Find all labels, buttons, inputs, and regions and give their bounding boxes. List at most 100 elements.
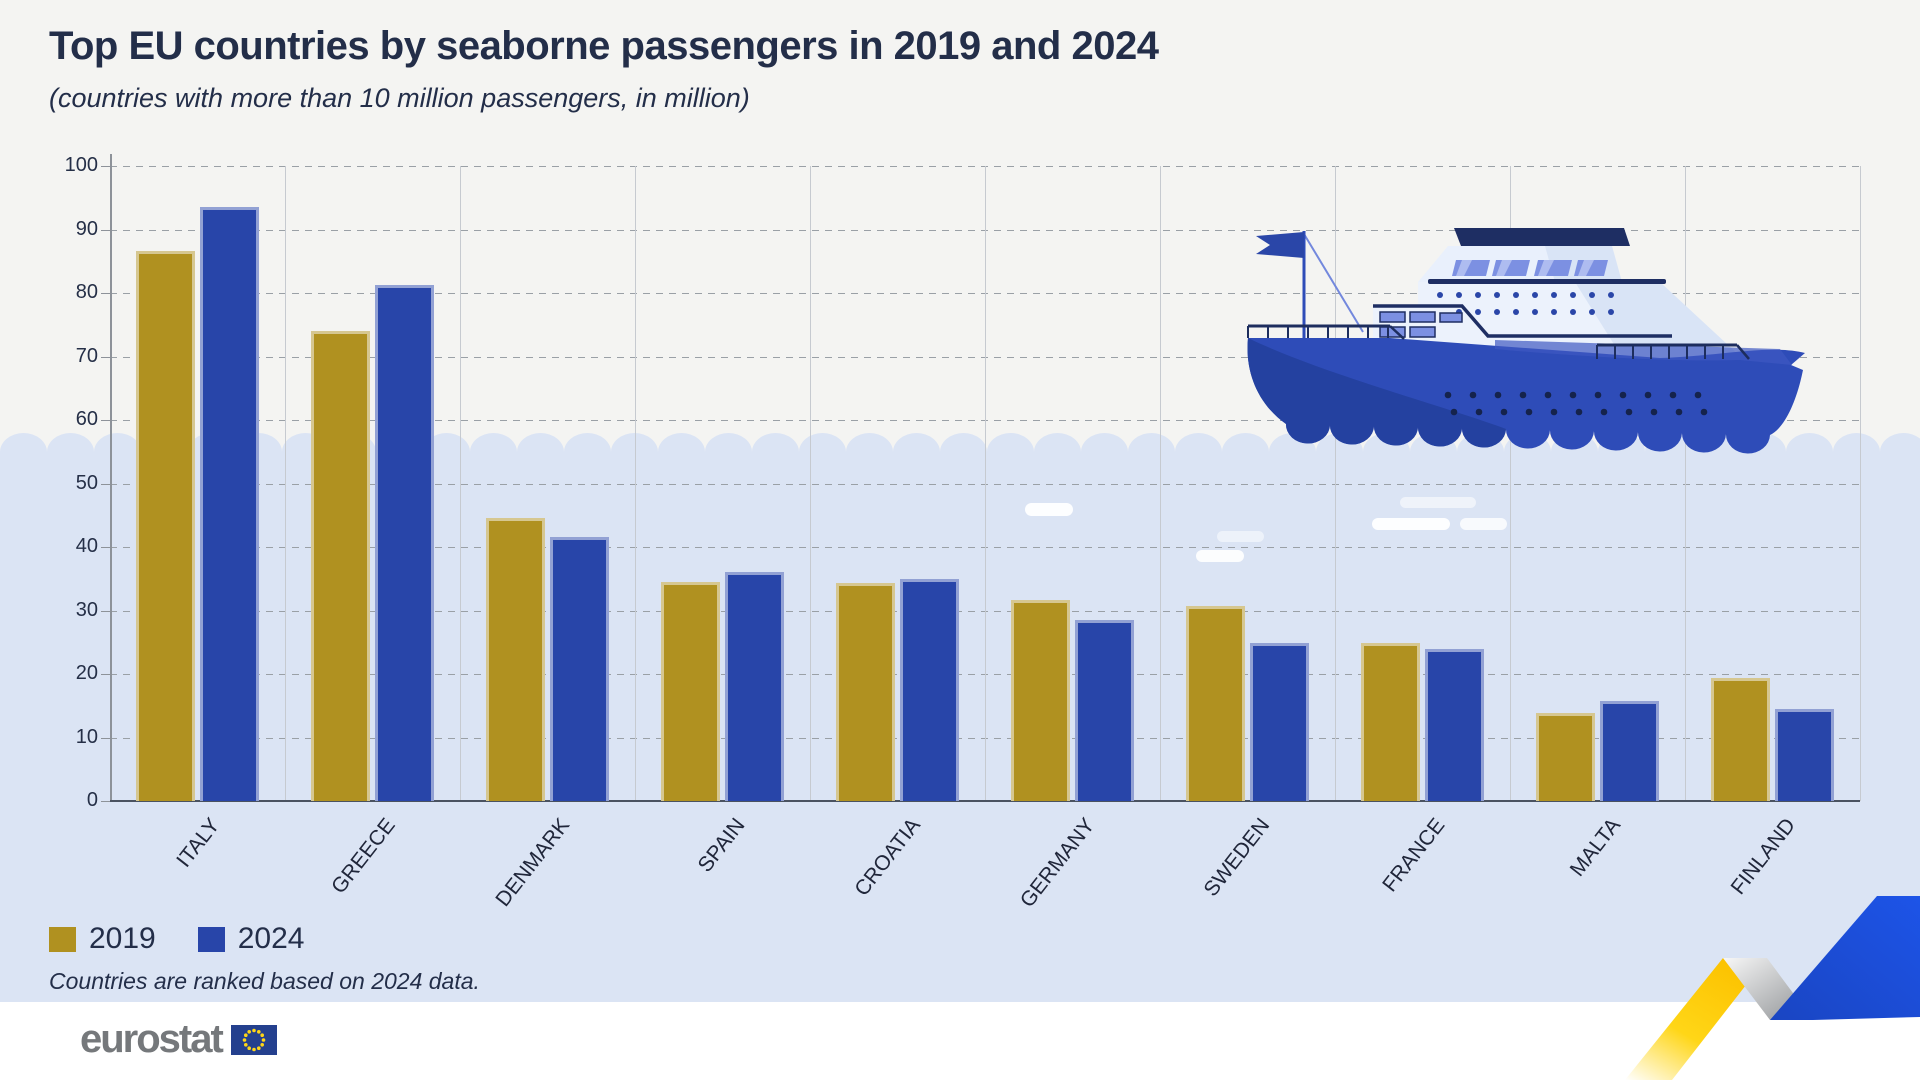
- bar-croatia-2024: [900, 579, 959, 801]
- ship-deck-trim: [1428, 279, 1666, 284]
- bar-finland-2019: [1711, 678, 1770, 801]
- bar-france-2019: [1361, 642, 1420, 801]
- group-separator: [985, 166, 986, 801]
- y-axis-tick: [101, 166, 110, 167]
- y-axis-tick: [101, 610, 110, 612]
- bar-denmark-2024: [550, 537, 609, 801]
- ribbon-yellow-stripe: [1625, 958, 1767, 1080]
- x-axis-label-text: SWEDEN: [1199, 814, 1275, 901]
- bar-sweden-2024: [1250, 642, 1309, 801]
- bar-sweden-2019: [1186, 606, 1245, 801]
- y-axis-label: 90: [75, 217, 98, 240]
- bar-greece-2019: [311, 331, 370, 801]
- ship-hull-shadow: [1247, 338, 1506, 448]
- y-axis-label: 30: [75, 598, 98, 621]
- y-axis-tick: [101, 737, 110, 739]
- x-axis-label-text: FRANCE: [1378, 814, 1450, 897]
- bar-malta-2024: [1600, 701, 1659, 801]
- y-axis-label: 80: [75, 281, 98, 303]
- group-separator: [460, 166, 461, 801]
- foam-dash: [1400, 497, 1476, 508]
- bar-italy-2024: [200, 206, 259, 801]
- x-axis-baseline: [110, 800, 1860, 802]
- ship-stern-railing: [1596, 343, 1750, 360]
- bar-germany-2024: [1075, 620, 1134, 801]
- x-axis-label-text: GREECE: [326, 814, 400, 899]
- group-separator: [1335, 166, 1336, 801]
- legend-label-2024: 2024: [237, 922, 305, 955]
- bar-spain-2024: [725, 572, 784, 801]
- eurostat-wordmark: eurostat: [80, 1017, 224, 1061]
- ship-cabin-roof: [1454, 228, 1630, 246]
- bar-germany-2019: [1011, 600, 1070, 801]
- ship-subdeck-windows: [1379, 311, 1463, 338]
- y-axis-label: 10: [75, 725, 98, 748]
- ship-bow-railing: [1247, 324, 1405, 340]
- x-axis-label-text: ITALY: [172, 814, 225, 872]
- ship-cabin-windows: [1452, 260, 1608, 276]
- bar-italy-2019: [136, 251, 195, 801]
- page-title: Top EU countries by seaborne passengers …: [49, 24, 1159, 68]
- group-separator: [1160, 166, 1161, 801]
- ship-hull-portholes: [1444, 391, 1708, 416]
- y-axis-label: 100: [64, 154, 98, 176]
- cruise-ship-illustration: [1247, 228, 1805, 454]
- foam-dash: [1196, 550, 1244, 562]
- bar-denmark-2019: [486, 518, 545, 801]
- y-axis-label: 40: [75, 535, 98, 557]
- legend-label-2019: 2019: [89, 922, 156, 955]
- group-separator: [1510, 166, 1511, 801]
- x-axis-label-text: CROATIA: [849, 814, 925, 901]
- bar-france-2024: [1425, 648, 1484, 801]
- y-axis-tick: [101, 293, 110, 294]
- decorative-ribbon: [1625, 896, 1920, 1080]
- group-separator: [635, 166, 636, 801]
- y-axis-tick: [101, 356, 110, 358]
- water-background: [0, 433, 1920, 1002]
- y-axis-label: 60: [75, 408, 98, 430]
- legend-item-2019: 2019: [49, 922, 156, 956]
- foam-dash: [1025, 503, 1073, 516]
- y-axis-tick: [101, 801, 110, 802]
- legend-swatch-2024: [197, 926, 225, 952]
- y-axis-label: 20: [75, 662, 98, 684]
- foam-dash: [1460, 518, 1507, 530]
- bar-finland-2024: [1775, 708, 1834, 801]
- bar-greece-2024: [375, 285, 434, 801]
- y-axis-label: 50: [75, 471, 98, 494]
- ship-rigging-line: [1303, 233, 1364, 333]
- group-separator: [1685, 166, 1686, 801]
- page-subtitle: (countries with more than 10 million pas…: [49, 83, 750, 113]
- bar-spain-2019: [661, 581, 720, 801]
- y-axis: [110, 154, 112, 801]
- bar-croatia-2019: [836, 583, 895, 801]
- bar-malta-2019: [1536, 713, 1595, 801]
- eu-flag-icon: [230, 1024, 277, 1055]
- eurostat-logo: eurostat: [80, 1017, 277, 1062]
- group-separator: [285, 166, 286, 801]
- x-axis-label-text: GERMANY: [1016, 814, 1100, 912]
- x-axis-label-text: DENMARK: [491, 814, 575, 911]
- ranking-note: Countries are ranked based on 2024 data.: [49, 968, 480, 994]
- ship-hull-highlight: [1495, 340, 1792, 365]
- ship-flag: [1256, 232, 1304, 258]
- ship-subdeck-outline: [1373, 304, 1672, 338]
- y-axis-label: 0: [86, 789, 98, 811]
- y-axis-tick: [101, 547, 110, 548]
- ship-upper-portholes: [1437, 292, 1614, 315]
- legend-swatch-2019: [49, 926, 76, 952]
- y-axis-tick: [101, 674, 110, 675]
- legend-item-2024: 2024: [197, 922, 305, 956]
- group-separator: [1860, 166, 1861, 801]
- legend: 2019 2024: [49, 922, 305, 956]
- ribbon-blue-stripe: [1770, 896, 1920, 1020]
- y-axis-tick: [101, 420, 110, 421]
- y-axis-label: 70: [75, 344, 98, 367]
- header: Top EU countries by seaborne passengers …: [49, 24, 1159, 114]
- y-axis-tick: [101, 229, 110, 231]
- group-separator: [810, 166, 811, 801]
- foam-dash: [1217, 531, 1264, 542]
